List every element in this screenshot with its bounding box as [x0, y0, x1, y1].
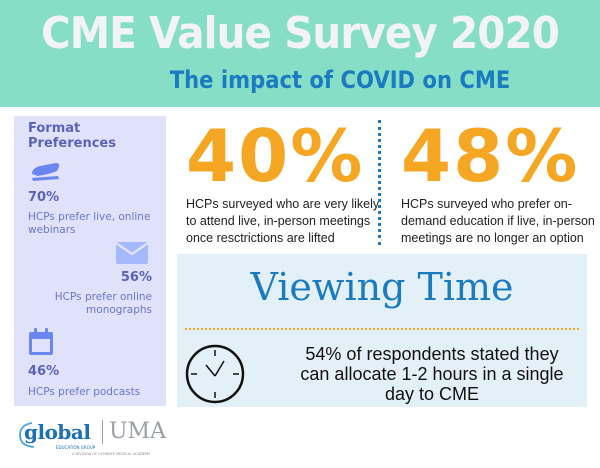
logo-division-text: A DIVISION OF ULTIMATE MEDICAL ACADEMY	[72, 452, 151, 456]
stat-line: once resctrictions are lifted	[186, 231, 335, 245]
logo-global-text: global	[24, 420, 91, 444]
page-title: CME Value Survey 2020	[40, 8, 560, 59]
podcasts-description: HCPs prefer podcasts	[28, 386, 141, 398]
viewing-line: day to CME	[384, 384, 480, 404]
clock-icon	[185, 344, 245, 404]
monographs-description: HCPs prefer online monographs	[55, 291, 152, 317]
stat-line: meetings are no longer an option	[401, 231, 584, 245]
stat-description: HCPs surveyed who are very likely to att…	[186, 196, 379, 247]
stat-in-person: 40% HCPs surveyed who are very likely to…	[186, 116, 379, 247]
stat-on-demand: 48% HCPs surveyed who prefer on- demand …	[401, 116, 595, 247]
viewing-time-title: Viewing Time	[250, 265, 514, 309]
envelope-icon	[116, 242, 148, 264]
logo-swoosh-icon	[19, 422, 35, 448]
header-banner: CME Value Survey 2020 The impact of COVI…	[0, 0, 600, 107]
logo-education-group: EDUCATION GROUP	[56, 445, 96, 450]
monographs-line-2: monographs	[86, 304, 152, 316]
stat-line: to attend live, in-person meetings	[186, 214, 371, 228]
stat-value: 40%	[186, 114, 365, 198]
stapler-icon	[32, 163, 60, 181]
webinars-line-1: HCPs prefer live, online	[28, 211, 151, 223]
heading-line-1: Format	[28, 121, 81, 136]
format-preferences-heading: Format Preferences	[28, 121, 116, 151]
monographs-percent: 56%	[120, 270, 152, 285]
viewing-line: 54% of respondents stated they	[305, 344, 559, 364]
viewing-time-description: 54% of respondents stated they can alloc…	[277, 344, 587, 404]
stat-line: demand education if live, in-person	[401, 214, 595, 228]
stat-value: 48%	[401, 114, 580, 198]
monographs-line-1: HCPs prefer online	[54, 291, 152, 303]
heading-line-2: Preferences	[28, 136, 116, 151]
stat-line: HCPs surveyed who prefer on-	[401, 197, 572, 211]
dotted-separator	[185, 328, 579, 330]
calendar-icon	[29, 328, 53, 355]
podcasts-percent: 46%	[28, 364, 60, 379]
viewing-line: can allocate 1-2 hours in a single	[300, 364, 564, 384]
webinars-description: HCPs prefer live, online webinars	[28, 211, 150, 237]
page-subtitle: The impact of COVID on CME	[169, 66, 511, 94]
viewing-time-panel: Viewing Time 54% of respondents stated t…	[177, 254, 587, 407]
logo-uma-text: UMA	[102, 420, 166, 444]
vertical-divider	[378, 120, 381, 245]
stat-description: HCPs surveyed who prefer on- demand educ…	[401, 196, 595, 247]
format-preferences-panel: Format Preferences 70% HCPs prefer live,…	[14, 116, 166, 406]
webinars-percent: 70%	[28, 190, 60, 205]
webinars-line-2: webinars	[28, 224, 76, 236]
stat-line: HCPs surveyed who are very likely	[186, 197, 380, 211]
